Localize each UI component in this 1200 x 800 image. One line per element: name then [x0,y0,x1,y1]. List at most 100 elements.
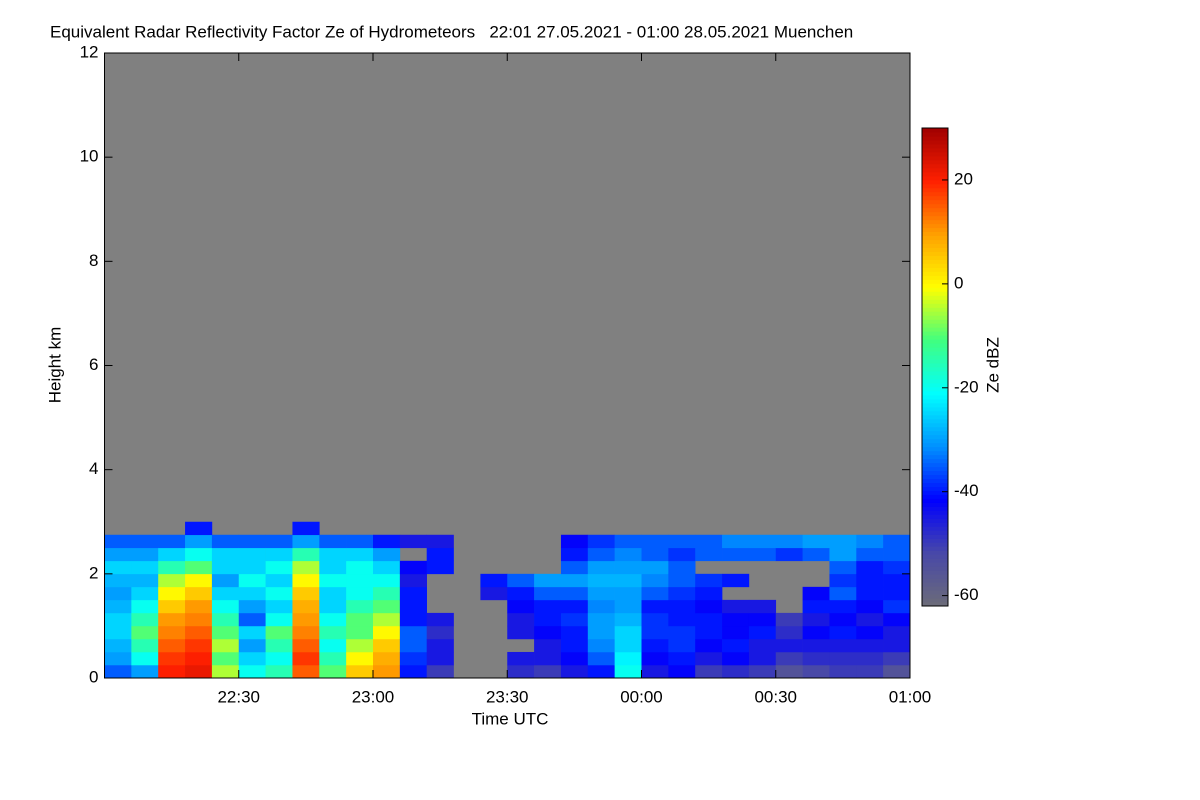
colorbar-tick-label: -20 [954,377,979,396]
colorbar-segment [922,434,948,440]
heatmap-cell [131,573,159,588]
heatmap-cell [829,534,857,549]
colorbar-segment [922,339,948,344]
heatmap-cell [319,547,347,562]
heatmap-cell [158,586,186,601]
heatmap-cell [131,638,159,653]
heatmap-cell [802,651,830,666]
colorbar-segment [922,267,948,272]
heatmap-cell [104,599,132,614]
colorbar-segment [922,223,948,229]
heatmap-cell [292,534,320,549]
colorbar-label: Ze dBZ [983,337,1002,393]
heatmap-cell [802,534,830,549]
heatmap-cell [238,625,266,640]
colorbar-tick-label: 0 [954,273,963,292]
colorbar-segment [922,414,948,420]
colorbar-segment [922,195,948,201]
colorbar-segment [922,522,948,527]
heatmap-cell [426,651,454,666]
heatmap-cell [641,625,669,640]
heatmap-cell [238,651,266,666]
heatmap-cell [399,612,427,627]
heatmap-cell [748,599,777,614]
heatmap-cell [185,599,213,614]
heatmap-cell [185,560,213,575]
heatmap-cell [614,560,642,575]
heatmap-cell [829,612,857,627]
colorbar-segment [922,239,948,245]
heatmap-cell [265,547,293,562]
heatmap-cell [373,612,401,627]
heatmap-cell [802,664,830,679]
colorbar-segment [922,510,948,515]
colorbar-segment [922,183,948,189]
heatmap-cell [587,599,615,614]
heatmap-cell [104,638,132,653]
heatmap-cell [641,599,669,614]
heatmap-cell [856,573,884,588]
heatmap-cell [238,573,266,588]
colorbar-segment [922,478,948,484]
heatmap-cell [238,599,266,614]
heatmap-cell [507,612,535,627]
heatmap-cell [856,612,884,627]
heatmap-cell [211,599,240,614]
heatmap-cell [641,638,669,653]
colorbar-segment [922,359,948,364]
heatmap-cell [185,638,213,653]
heatmap-cell [560,625,589,640]
heatmap-cell [775,625,803,640]
colorbar-segment [922,498,948,503]
heatmap-cell [722,547,750,562]
heatmap-cell [695,651,723,666]
heatmap-cell [560,547,589,562]
heatmap-cell [829,599,857,614]
heatmap-cell [399,560,427,575]
colorbar-segment [922,335,948,340]
colorbar-segment [922,279,948,284]
heatmap-cell [373,638,401,653]
heatmap-cell [426,625,454,640]
heatmap-cell [373,573,401,588]
heatmap-cell [722,638,750,653]
colorbar-segment [922,370,948,376]
colorbar-segment [922,363,948,368]
heatmap-cell [695,586,723,601]
heatmap-cell [185,651,213,666]
colorbar-segment [922,446,948,452]
heatmap-cell [722,664,750,679]
heatmap-cell [399,638,427,653]
heatmap-cell [104,573,132,588]
colorbar-segment [922,578,948,583]
colorbar-segment [922,586,948,591]
colorbar-segment [922,582,948,587]
colorbar-segment [922,426,948,432]
heatmap-cell [319,599,347,614]
heatmap-cell [104,612,132,627]
heatmap-cell [158,599,186,614]
x-tick-label: 22:30 [217,687,260,706]
heatmap-cell [722,573,750,588]
heatmap-cell [346,534,374,549]
heatmap-cell [211,586,240,601]
heatmap-cell [722,534,750,549]
heatmap-cell [641,534,669,549]
heatmap-cell [856,664,884,679]
heatmap-cell [292,638,320,653]
heatmap-cell [319,534,347,549]
heatmap-cell [883,547,911,562]
heatmap-cell [346,573,374,588]
colorbar-segment [922,207,948,213]
colorbar-segment [922,171,948,177]
heatmap-cell [722,625,750,640]
colorbar-segment [922,167,948,173]
heatmap-cell [131,586,159,601]
heatmap-cell [373,664,401,679]
heatmap-cell [292,521,320,536]
colorbar-segment [922,482,948,487]
heatmap-cell [131,599,159,614]
heatmap-cell [158,573,186,588]
heatmap-cell [131,534,159,549]
heatmap-cell [507,651,535,666]
